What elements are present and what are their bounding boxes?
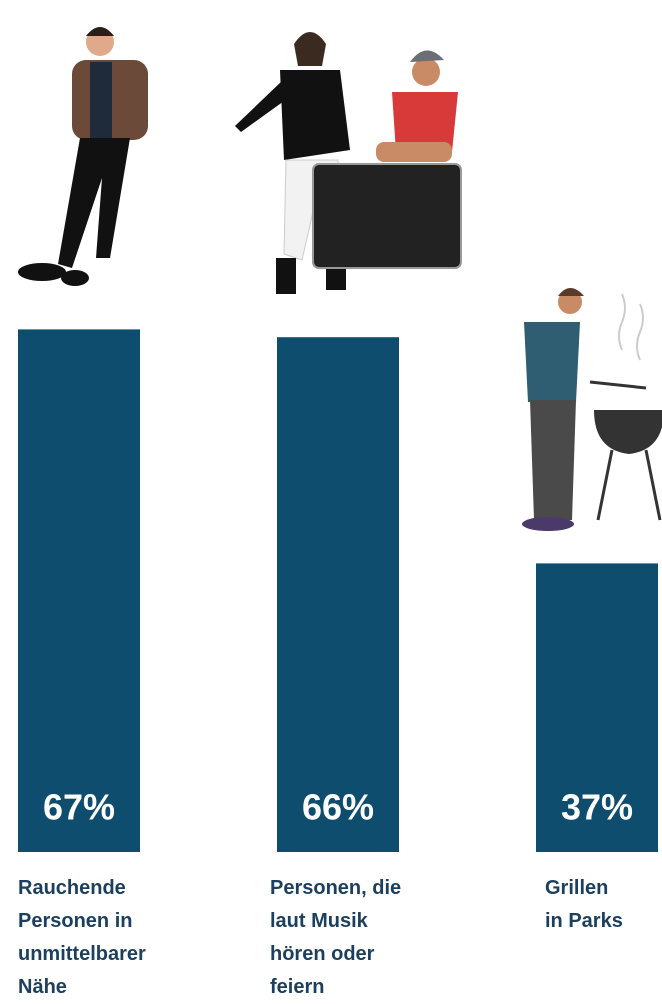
- category-label: Personen, die laut Musik hören oder feie…: [270, 877, 402, 998]
- bar: [277, 337, 399, 852]
- category-label: Grillen in Parks: [545, 877, 623, 932]
- illustration-grill: [522, 288, 662, 531]
- illustration-music: [235, 32, 462, 294]
- value-label: 67%: [43, 787, 115, 828]
- bar: [18, 329, 140, 852]
- value-label: 37%: [561, 787, 633, 828]
- category-label: Rauchende Personen in unmittelbarer Nähe: [18, 877, 146, 998]
- value-label: 66%: [302, 787, 374, 828]
- illustration-smoker: [18, 27, 148, 286]
- bar: [536, 563, 658, 852]
